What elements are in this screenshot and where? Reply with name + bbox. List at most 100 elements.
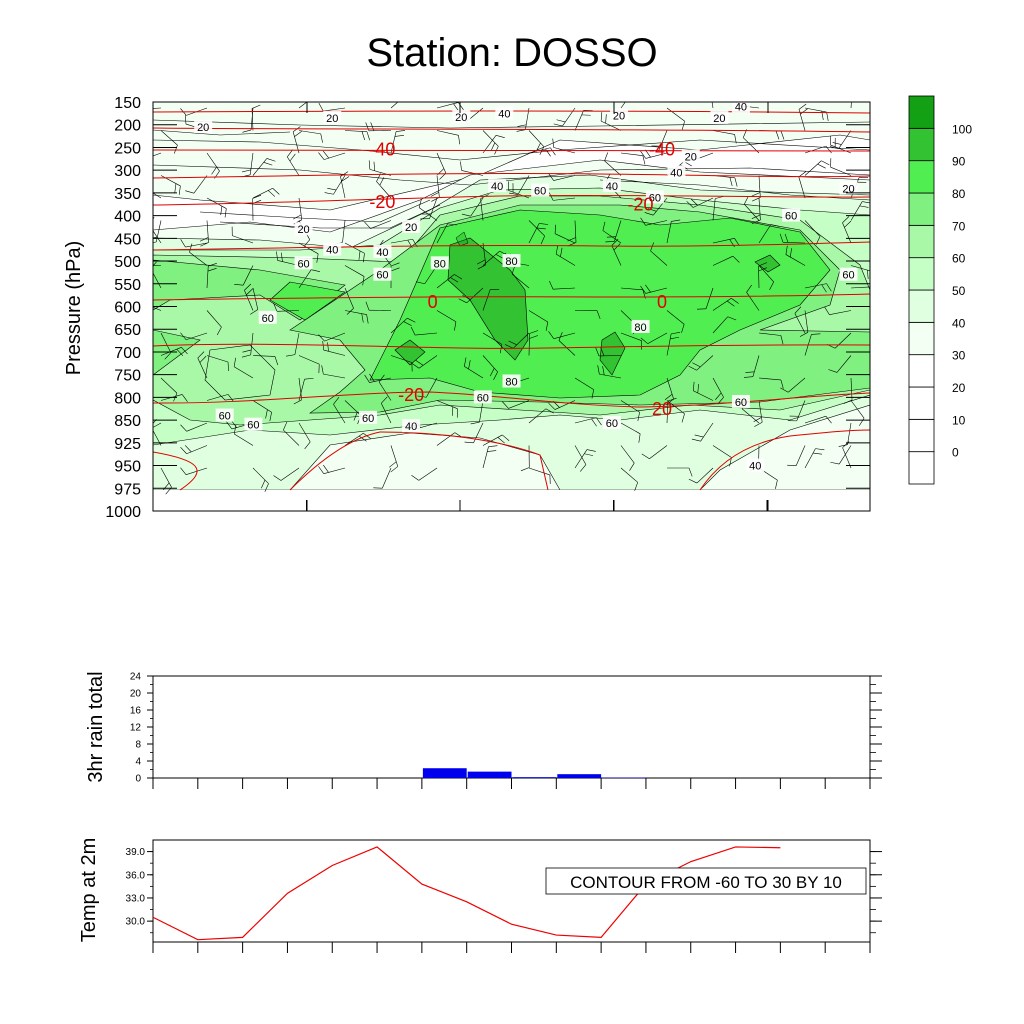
- wind-barb-flag: [631, 94, 640, 96]
- wind-barb: [378, 381, 392, 401]
- wind-barb-flag: [189, 243, 193, 253]
- wind-barb-flag: [640, 337, 648, 344]
- wind-barb-flag: [227, 394, 234, 402]
- upper-contour-lines: [153, 119, 870, 229]
- wind-barb: [234, 433, 254, 446]
- wind-barb-flag: [264, 483, 269, 492]
- rh-contour-label: 40: [405, 421, 417, 433]
- wind-barb-flag: [464, 357, 467, 367]
- rh-label-bg: [258, 310, 277, 324]
- wind-barb-flag: [181, 394, 188, 402]
- wind-barb-flag: [664, 393, 673, 401]
- wind-barb: [323, 467, 346, 474]
- wind-barb-flag: [242, 349, 252, 353]
- wind-barb: [508, 190, 530, 199]
- wind-barb-flag: [595, 347, 600, 357]
- rh-label-bg: [294, 222, 313, 236]
- rain-y-axis-label: 3hr rain total: [85, 671, 107, 782]
- wind-barb-flag: [640, 217, 646, 226]
- rh-label-bg: [531, 183, 550, 197]
- rh-contour-label: 60: [606, 418, 618, 430]
- wind-barb: [517, 175, 530, 195]
- rh-label-bg: [602, 416, 621, 430]
- rh-label-bg: [667, 165, 686, 179]
- wind-barb-flag: [327, 187, 337, 191]
- wind-barb: [705, 287, 714, 309]
- wind-barb: [620, 467, 638, 483]
- wind-barb: [160, 130, 178, 146]
- rh-contour-label: 40: [326, 245, 338, 257]
- wind-barb: [429, 197, 438, 219]
- wind-barb: [482, 355, 498, 373]
- wind-barb-flag: [769, 281, 774, 291]
- wind-barb: [804, 145, 826, 154]
- wind-barb-flag: [688, 478, 698, 484]
- wind-barb: [415, 332, 438, 336]
- wind-barb: [436, 223, 448, 244]
- wind-barb-flag: [794, 306, 802, 314]
- colorbar-label: 30: [952, 349, 966, 363]
- wind-barb-flag: [269, 412, 272, 422]
- wind-barb: [645, 220, 668, 226]
- wind-barb-flag: [629, 462, 635, 471]
- wind-barb: [850, 286, 870, 289]
- wind-barb-flag: [686, 201, 694, 208]
- wind-barb-flag: [560, 247, 563, 257]
- wind-barb-flag: [153, 236, 158, 239]
- wind-barb: [382, 467, 392, 489]
- wind-barb-flag: [798, 103, 807, 110]
- wind-barb-flag: [153, 261, 157, 267]
- wind-barb: [153, 422, 162, 428]
- wind-barb: [712, 316, 729, 334]
- wind-barb: [473, 422, 484, 443]
- wind-barb: [344, 310, 367, 315]
- wind-barb: [850, 400, 865, 419]
- wind-barb: [645, 152, 668, 159]
- wind-barb-flag: [396, 130, 406, 132]
- wind-barb-flag: [516, 129, 526, 132]
- colorbar-label: 50: [952, 284, 966, 298]
- wind-barb: [712, 130, 735, 135]
- wind-barb-flag: [596, 310, 601, 320]
- wind-barb: [482, 434, 503, 446]
- wind-barb-flag: [642, 155, 646, 165]
- wind-barb: [197, 357, 208, 379]
- wind-barb: [436, 102, 459, 109]
- colorbar-box: [908, 386, 935, 420]
- wind-barb-flag: [316, 253, 319, 263]
- wind-barb: [482, 289, 491, 311]
- wind-barb: [333, 404, 346, 424]
- wind-barb: [482, 332, 503, 345]
- wind-barb: [482, 446, 489, 469]
- wind-barb-flag: [553, 123, 563, 127]
- colorbar-box: [908, 224, 935, 259]
- rh-band-90: [394, 237, 781, 376]
- wind-barb: [620, 152, 643, 156]
- wind-barb-flag: [867, 270, 869, 280]
- wind-barb-flag: [226, 421, 233, 430]
- wind-barb-flag: [470, 421, 480, 425]
- wind-barb-flag: [606, 236, 616, 238]
- wind-barb: [436, 274, 455, 289]
- wind-barb-flag: [681, 413, 685, 423]
- wind-barb-flag: [477, 259, 486, 265]
- wind-barb-flag: [843, 399, 853, 404]
- wind-barb: [298, 269, 312, 289]
- wind-barb: [251, 108, 254, 131]
- wind-barb: [666, 377, 674, 400]
- wind-barb-flag: [548, 172, 554, 181]
- wind-barb: [153, 107, 162, 109]
- wind-barb-flag: [251, 104, 261, 109]
- pressure-tick-label: 150: [114, 95, 141, 112]
- wind-barb-flag: [477, 264, 486, 270]
- rh-label-bg: [323, 110, 342, 124]
- wind-barb: [390, 355, 412, 363]
- wind-barb-flag: [294, 131, 302, 137]
- wind-barb-flag: [431, 197, 440, 202]
- wind-barb: [418, 355, 438, 369]
- wind-barb: [153, 272, 162, 289]
- wind-barb-flag: [558, 332, 563, 341]
- wind-barb-flag: [844, 220, 852, 228]
- wind-barb: [758, 400, 763, 423]
